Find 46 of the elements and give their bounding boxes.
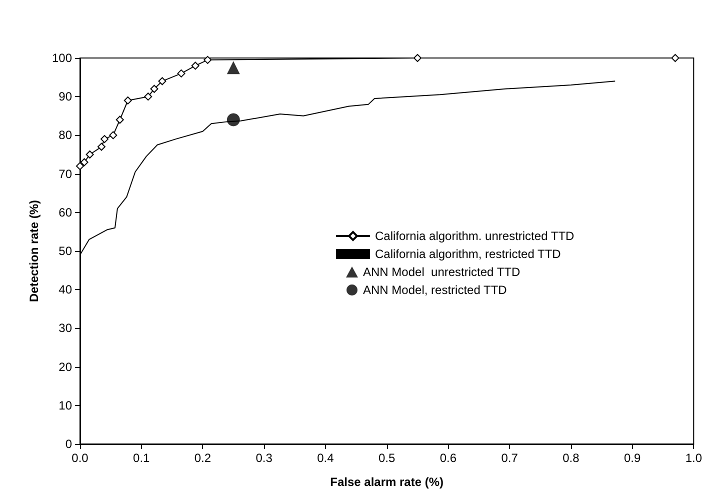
- legend-label: ANN Model, restricted TTD: [363, 283, 508, 297]
- point: [100, 135, 109, 144]
- y-tick-label: 0: [65, 437, 72, 451]
- y-tick-label: 60: [58, 205, 72, 220]
- point: [124, 96, 132, 104]
- point: [116, 116, 124, 124]
- point: [144, 92, 152, 101]
- point: [109, 131, 118, 140]
- point: [177, 69, 186, 78]
- x-tick-label: 0.6: [440, 451, 457, 465]
- x-tick-label: 0.5: [378, 451, 396, 465]
- x-tick-label: 0.7: [501, 451, 518, 465]
- x-axis-title: False alarm rate (%): [330, 475, 444, 489]
- x-tick-label: 0.8: [562, 451, 580, 465]
- x-tick-label: 0.3: [256, 451, 273, 465]
- y-tick-label: 80: [58, 128, 72, 142]
- legend-label: California algorithm, restricted TTD: [375, 247, 562, 261]
- y-tick-label: 100: [52, 51, 72, 65]
- x-tick-label: 1.0: [685, 451, 702, 465]
- x-tick-label: 0.2: [194, 451, 212, 465]
- y-tick-label: 70: [58, 166, 72, 181]
- point: [191, 62, 200, 70]
- y-tick-label: 10: [58, 398, 72, 412]
- x-tick-label: 0.1: [133, 451, 150, 465]
- point: [414, 54, 422, 62]
- y-tick-label: 50: [58, 244, 72, 258]
- point: [204, 56, 212, 64]
- y-tick-label: 90: [58, 90, 72, 104]
- x-tick-label: 0.0: [72, 451, 89, 465]
- point: [158, 77, 166, 86]
- legend-label: California algorithm. unrestricted TTD: [375, 229, 575, 243]
- point: [86, 150, 94, 158]
- point: [97, 142, 106, 151]
- x-tick-label: 0.4: [317, 451, 334, 465]
- point: [76, 162, 84, 170]
- point: [226, 113, 240, 126]
- point: [150, 84, 158, 93]
- point: [226, 61, 240, 74]
- y-tick-label: 40: [58, 282, 72, 297]
- legend-label: ANN Model unrestricted TTD: [363, 265, 520, 279]
- x-tick-label: 0.9: [624, 451, 641, 465]
- y-axis-title: Detection rate (%): [27, 200, 41, 302]
- point: [671, 54, 680, 62]
- y-tick-label: 30: [58, 321, 72, 336]
- point: [80, 158, 88, 166]
- y-tick-label: 20: [58, 360, 72, 374]
